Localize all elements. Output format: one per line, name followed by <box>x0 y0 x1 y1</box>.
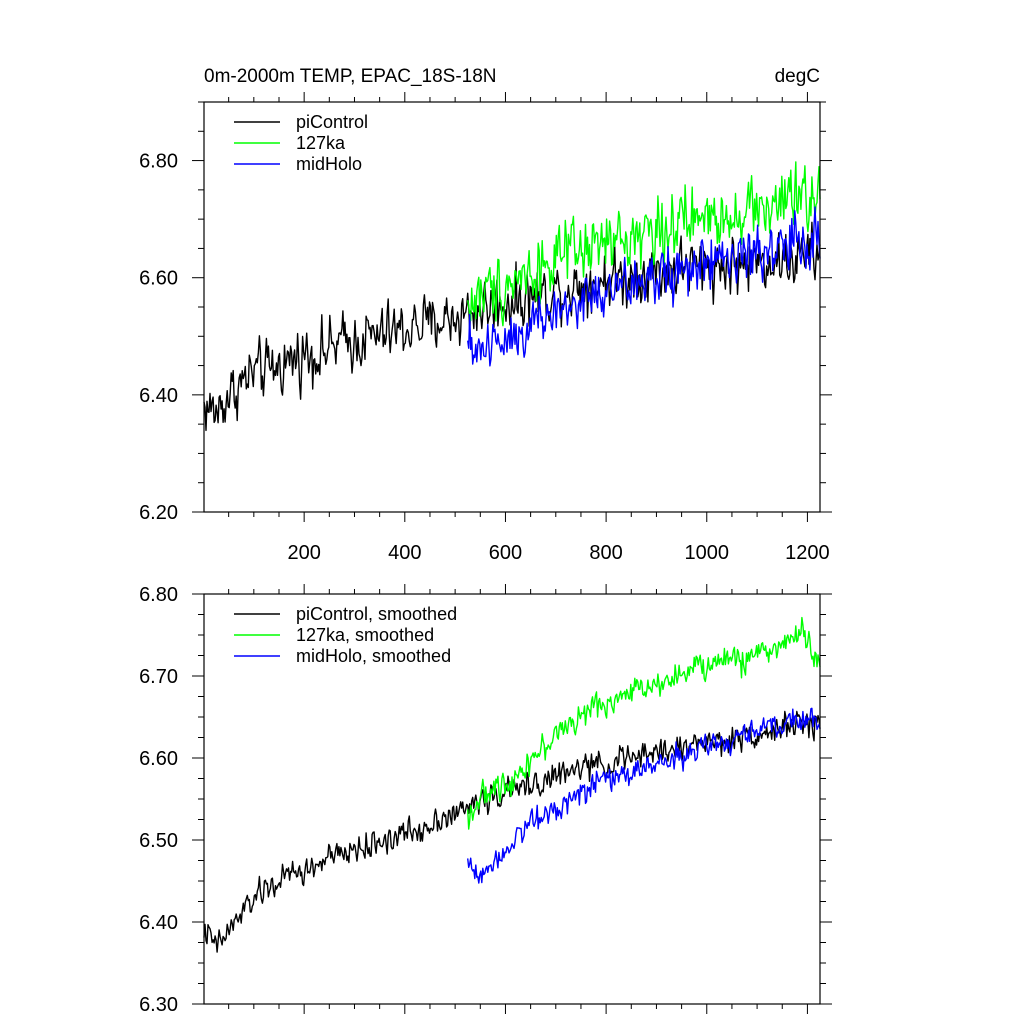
top-series-group <box>203 161 821 432</box>
y-tick-label: 6.80 <box>139 584 178 606</box>
legend-label: piControl, smoothed <box>296 604 457 624</box>
y-tick-label: 6.70 <box>139 666 178 688</box>
y-tick-label: 6.40 <box>139 385 178 407</box>
x-tick-label: 600 <box>489 542 522 564</box>
top-axes: 200 400 600 800 1000 1200 6.20 6.40 6.60 6.80 <box>139 92 832 564</box>
units-label: degC <box>775 66 820 87</box>
bottom-series-group <box>203 616 821 953</box>
y-tick-label: 6.40 <box>139 912 178 934</box>
y-tick-label: 6.20 <box>139 502 178 524</box>
legend-label: midHolo <box>296 154 362 174</box>
legend-label: piControl <box>296 112 368 132</box>
series-line-midHolo <box>467 206 821 367</box>
x-tick-label: 1200 <box>785 542 830 564</box>
top-panel: 0m-2000m TEMP, EPAC_18S-18N degC 200 400 6… <box>139 66 832 564</box>
legend-label: midHolo, smoothed <box>296 646 451 666</box>
series-line-127ka <box>467 616 821 830</box>
legend-label: 127ka, smoothed <box>296 625 434 645</box>
bottom-panel: 6.30 6.40 6.50 6.60 6.70 6.80 piControl, smoo… <box>139 584 832 1016</box>
series-line-127ka <box>467 161 821 327</box>
y-tick-label: 6.30 <box>139 994 178 1016</box>
y-tick-label: 6.60 <box>139 268 178 290</box>
x-tick-label: 200 <box>287 542 320 564</box>
bottom-axes: 6.30 6.40 6.50 6.60 6.70 6.80 <box>139 584 832 1016</box>
x-tick-label: 400 <box>388 542 421 564</box>
x-tick-label: 1000 <box>685 542 730 564</box>
y-tick-label: 6.50 <box>139 830 178 852</box>
series-line-piControl <box>203 710 821 953</box>
y-tick-label: 6.80 <box>139 151 178 173</box>
series-line-piControl <box>203 221 821 432</box>
y-tick-label: 6.60 <box>139 748 178 770</box>
x-tick-label: 800 <box>589 542 622 564</box>
chart-title: 0m-2000m TEMP, EPAC_18S-18N <box>204 66 497 87</box>
legend-label: 127ka <box>296 133 346 153</box>
series-line-midHolo <box>467 707 821 884</box>
